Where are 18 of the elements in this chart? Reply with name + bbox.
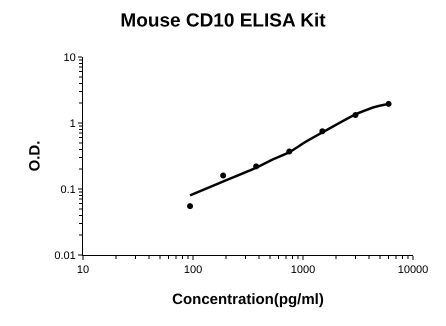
x-axis-title: Concentration(pg/ml) xyxy=(172,291,324,308)
y-tick-label: 1 xyxy=(70,118,76,130)
point xyxy=(286,148,292,154)
x-tick-label: 10 xyxy=(76,264,90,276)
y-axis-title: O.D. xyxy=(26,140,44,172)
x-tick-label: 100 xyxy=(184,264,202,276)
point xyxy=(220,172,226,179)
y-tick-label: 10 xyxy=(64,52,76,64)
chart-title: Mouse CD10 ELISA Kit xyxy=(120,10,326,32)
x-tick-label: 1000 xyxy=(290,264,316,276)
point xyxy=(187,203,194,210)
y-tick-label: 0.01 xyxy=(54,250,76,262)
point xyxy=(386,100,392,107)
point xyxy=(319,128,326,134)
point xyxy=(352,112,358,118)
point xyxy=(253,163,260,170)
x-tick-label: 10000 xyxy=(398,264,428,276)
y-tick-label: 0.1 xyxy=(60,184,76,196)
